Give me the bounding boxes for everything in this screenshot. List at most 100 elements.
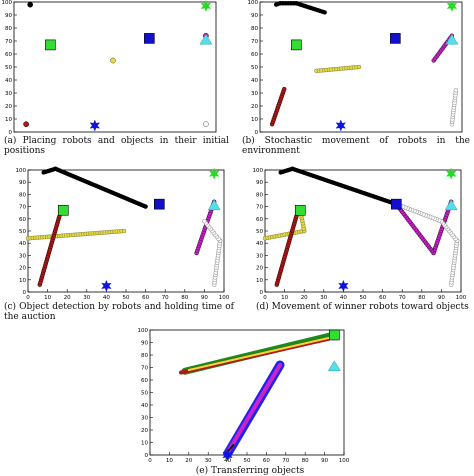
y-tick-label: 40 xyxy=(19,241,26,247)
y-tick-label: 80 xyxy=(256,192,263,198)
object-triangle xyxy=(444,199,458,211)
object-star xyxy=(200,0,212,12)
robot-trail-magenta xyxy=(225,363,282,455)
y-tick-label: 30 xyxy=(5,91,12,97)
x-tick-label: 30 xyxy=(205,458,212,464)
y-tick-label: 20 xyxy=(19,266,26,272)
caption-panel-c: (c) Object detection by robots and holdi… xyxy=(4,302,234,322)
y-tick-label: 10 xyxy=(141,441,148,447)
x-tick-label: 0 xyxy=(263,295,267,301)
robot-trail-red xyxy=(23,121,29,128)
panel-a: 0 10 20 30 40 50 60 70 80 90 100 xyxy=(2,0,217,136)
y-tick-label: 40 xyxy=(256,241,263,247)
object-square xyxy=(391,198,402,210)
y-tick-label: 10 xyxy=(5,117,12,123)
object-square xyxy=(294,204,306,216)
robot-trail-black xyxy=(273,1,327,15)
robot-trail-white xyxy=(394,201,460,287)
x-tick-label: 20 xyxy=(64,295,71,301)
object-square xyxy=(154,198,165,210)
y-tick-label: 90 xyxy=(141,341,148,347)
object-square xyxy=(390,33,401,44)
y-tick-label: 10 xyxy=(19,278,26,284)
y-tick-label: 70 xyxy=(251,39,258,45)
y-tick-label: 40 xyxy=(251,78,258,84)
object-triangle xyxy=(327,360,341,371)
x-tick-label: 100 xyxy=(339,458,350,464)
caption-panel-d: (d) Movement of winner robots toward obj… xyxy=(256,302,469,312)
x-tick-label: 100 xyxy=(219,295,230,301)
x-tick-label: 50 xyxy=(244,458,251,464)
x-tick-label: 70 xyxy=(162,295,169,301)
robot-trail-black xyxy=(27,1,34,8)
y-tick-label: 10 xyxy=(256,278,263,284)
y-tick-label: 90 xyxy=(5,13,12,19)
x-tick-label: 40 xyxy=(340,295,347,301)
robot-trail-yellow xyxy=(314,64,362,74)
y-tick-label: 30 xyxy=(19,253,26,259)
object-star xyxy=(208,167,220,180)
y-tick-label: 60 xyxy=(141,378,148,384)
y-tick-label: 50 xyxy=(256,229,263,235)
y-tick-label: 80 xyxy=(19,192,26,198)
y-tick-label: 100 xyxy=(138,328,149,334)
y-tick-label: 100 xyxy=(248,0,259,6)
caption-panel-b: (b) Stochastic movement of robots in the… xyxy=(242,136,470,156)
y-tick-label: 40 xyxy=(141,403,148,409)
x-tick-label: 80 xyxy=(181,295,188,301)
y-tick-label: 20 xyxy=(141,428,148,434)
y-tick-label: 40 xyxy=(5,78,12,84)
robot-marker xyxy=(27,1,34,8)
x-tick-label: 70 xyxy=(282,458,289,464)
robot-marker xyxy=(23,121,29,128)
trail-bead xyxy=(121,228,127,234)
object-star xyxy=(446,0,458,12)
y-tick-label: 60 xyxy=(256,217,263,223)
y-tick-label: 0 xyxy=(23,290,27,296)
panel-d: 0 10 20 30 40 50 60 70 80 90 100 0 10 20 30 40 50 60 70 80 9… xyxy=(253,166,467,301)
panel-e: 0 10 20 30 40 50 60 70 80 90 100 0 10 20 30 40 50 60 70 80 9… xyxy=(138,328,350,464)
y-tick-label: 10 xyxy=(251,117,258,123)
y-tick-label: 50 xyxy=(251,65,258,71)
x-tick-label: 60 xyxy=(142,295,149,301)
trail-path xyxy=(187,336,332,371)
x-tick-label: 100 xyxy=(456,295,467,301)
x-tick-label: 90 xyxy=(321,458,328,464)
robot-trail-yellow xyxy=(110,57,116,64)
y-tick-label: 20 xyxy=(5,104,12,110)
x-tick-label: 70 xyxy=(399,295,406,301)
object-star xyxy=(101,279,112,292)
y-tick-label: 100 xyxy=(2,0,13,6)
y-tick-label: 60 xyxy=(5,52,12,58)
plot-frame xyxy=(13,1,217,133)
y-tick-label: 30 xyxy=(251,91,258,97)
y-tick-label: 50 xyxy=(19,229,26,235)
object-star xyxy=(222,448,233,462)
robot-trail-black xyxy=(278,166,399,207)
x-tick-label: 20 xyxy=(185,458,192,464)
caption-panel-e: (e) Transferring objects xyxy=(195,466,305,476)
y-tick-label: 30 xyxy=(256,253,263,259)
y-tick-label: 100 xyxy=(253,168,264,174)
y-tick-label: 90 xyxy=(19,180,26,186)
x-tick-label: 30 xyxy=(320,295,327,301)
y-tick-label: 50 xyxy=(141,391,148,397)
trail-bead xyxy=(322,10,327,15)
trail-bead xyxy=(143,204,148,209)
x-tick-label: 50 xyxy=(360,295,367,301)
robot-marker xyxy=(203,121,209,128)
object-star xyxy=(335,119,347,132)
x-tick-label: 30 xyxy=(83,295,90,301)
plot-frame xyxy=(149,329,345,456)
y-tick-label: 20 xyxy=(256,266,263,272)
object-triangle xyxy=(207,199,221,211)
y-tick-label: 30 xyxy=(141,416,148,422)
x-tick-label: 40 xyxy=(103,295,110,301)
y-tick-label: 70 xyxy=(19,205,26,211)
x-tick-label: 80 xyxy=(418,295,425,301)
robot-trail-white xyxy=(449,88,459,127)
object-square xyxy=(57,204,69,216)
y-tick-label: 90 xyxy=(256,180,263,186)
robot-trail-yellow xyxy=(187,336,332,371)
robot-trail-white xyxy=(202,219,223,287)
